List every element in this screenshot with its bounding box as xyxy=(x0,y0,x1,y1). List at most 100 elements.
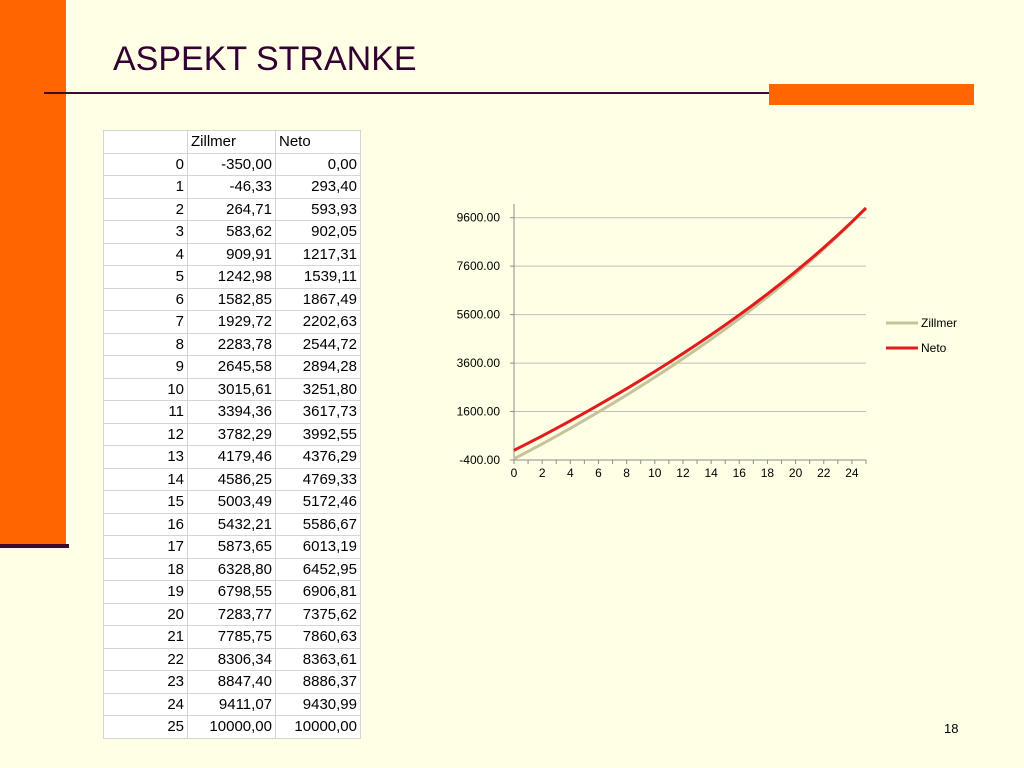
legend-label: Neto xyxy=(921,341,947,355)
row-index-cell: 18 xyxy=(103,557,188,581)
table-row: 17 5873,65 6013,19 xyxy=(103,535,361,559)
x-tick-label: 16 xyxy=(733,466,747,480)
zillmer-cell: 9411,07 xyxy=(187,692,276,716)
row-index-cell: 7 xyxy=(103,310,188,334)
zillmer-cell: 3394,36 xyxy=(187,400,276,424)
neto-cell: 9430,99 xyxy=(275,692,361,716)
neto-cell: 7860,63 xyxy=(275,625,361,649)
y-tick-label: 1600.00 xyxy=(457,405,501,419)
slide-title: ASPEKT STRANKE xyxy=(113,40,417,78)
slide-number: 18 xyxy=(944,721,959,736)
row-index-cell: 12 xyxy=(103,422,188,446)
zillmer-cell: 1929,72 xyxy=(187,310,276,334)
neto-cell: 2202,63 xyxy=(275,310,361,334)
row-index-cell: 11 xyxy=(103,400,188,424)
neto-cell: 8886,37 xyxy=(275,670,361,694)
row-index-cell: 4 xyxy=(103,242,188,266)
zillmer-cell: -350,00 xyxy=(187,152,276,176)
y-tick-label: -400.00 xyxy=(459,453,500,467)
row-index-cell: 22 xyxy=(103,647,188,671)
table-row: 20 7283,77 7375,62 xyxy=(103,602,361,626)
table-row: 22 8306,34 8363,61 xyxy=(103,647,361,671)
x-tick-label: 4 xyxy=(567,466,574,480)
zillmer-cell: 7283,77 xyxy=(187,602,276,626)
series-line-neto xyxy=(513,206,868,452)
y-tick-label: 5600.00 xyxy=(457,308,501,322)
x-tick-label: 0 xyxy=(511,466,518,480)
neto-cell: 3251,80 xyxy=(275,377,361,401)
row-index-cell: 5 xyxy=(103,265,188,289)
table-row: 5 1242,98 1539,11 xyxy=(103,265,361,289)
x-tick-label: 10 xyxy=(648,466,662,480)
row-index-cell: 21 xyxy=(103,625,188,649)
table-row: 13 4179,46 4376,29 xyxy=(103,445,361,469)
table-row: 24 9411,07 9430,99 xyxy=(103,692,361,716)
table-row: 7 1929,72 2202,63 xyxy=(103,310,361,334)
table-row: 6 1582,85 1867,49 xyxy=(103,287,361,311)
line-chart: -400.00 1600.00 3600.00 5600.00 7600.00 9600.… xyxy=(457,204,957,480)
table-row: 10 3015,61 3251,80 xyxy=(103,377,361,401)
table-row: 0 -350,00 0,00 xyxy=(103,152,361,176)
zillmer-cell: 909,91 xyxy=(187,242,276,266)
zillmer-cell: 6328,80 xyxy=(187,557,276,581)
table-row: 16 5432,21 5586,67 xyxy=(103,512,361,536)
neto-cell: 3992,55 xyxy=(275,422,361,446)
title-rule xyxy=(44,92,974,94)
table-row: 12 3782,29 3992,55 xyxy=(103,422,361,446)
zillmer-cell: 2283,78 xyxy=(187,332,276,356)
neto-cell: 10000,00 xyxy=(275,715,361,739)
zillmer-cell: 3015,61 xyxy=(187,377,276,401)
table-header-cell xyxy=(103,130,188,154)
table-row: 4 909,91 1217,31 xyxy=(103,242,361,266)
row-index-cell: 3 xyxy=(103,220,188,244)
table-row: 14 4586,25 4769,33 xyxy=(103,467,361,491)
zillmer-cell: 583,62 xyxy=(187,220,276,244)
table-header-row: Zillmer Neto xyxy=(103,130,361,154)
neto-cell: 1867,49 xyxy=(275,287,361,311)
zillmer-cell: 5873,65 xyxy=(187,535,276,559)
table-header-cell: Zillmer xyxy=(187,130,276,154)
x-tick-label: 14 xyxy=(704,466,718,480)
x-tick-label: 18 xyxy=(761,466,775,480)
neto-cell: 5586,67 xyxy=(275,512,361,536)
row-index-cell: 8 xyxy=(103,332,188,356)
zillmer-cell: 1582,85 xyxy=(187,287,276,311)
zillmer-cell: 7785,75 xyxy=(187,625,276,649)
neto-cell: 4769,33 xyxy=(275,467,361,491)
neto-cell: 8363,61 xyxy=(275,647,361,671)
neto-cell: 0,00 xyxy=(275,152,361,176)
row-index-cell: 13 xyxy=(103,445,188,469)
row-index-cell: 2 xyxy=(103,197,188,221)
x-tick-label: 8 xyxy=(623,466,630,480)
row-index-cell: 0 xyxy=(103,152,188,176)
zillmer-cell: 4179,46 xyxy=(187,445,276,469)
neto-cell: 6452,95 xyxy=(275,557,361,581)
table-row: 23 8847,40 8886,37 xyxy=(103,670,361,694)
y-tick-label: 9600.00 xyxy=(457,211,501,225)
table-row: 2 264,71 593,93 xyxy=(103,197,361,221)
table-row: 18 6328,80 6452,95 xyxy=(103,557,361,581)
table-row: 9 2645,58 2894,28 xyxy=(103,355,361,379)
row-index-cell: 6 xyxy=(103,287,188,311)
row-index-cell: 9 xyxy=(103,355,188,379)
table-row: 11 3394,36 3617,73 xyxy=(103,400,361,424)
data-table: Zillmer Neto 0 -350,00 0,00 1 -46,33 293,40 2 2… xyxy=(103,130,361,739)
row-index-cell: 25 xyxy=(103,715,188,739)
x-tick-label: 12 xyxy=(676,466,690,480)
neto-cell: 1217,31 xyxy=(275,242,361,266)
neto-cell: 1539,11 xyxy=(275,265,361,289)
table-row: 21 7785,75 7860,63 xyxy=(103,625,361,649)
zillmer-cell: 6798,55 xyxy=(187,580,276,604)
table-body: 0 -350,00 0,00 1 -46,33 293,40 2 264,71 593,93 3 5… xyxy=(103,152,361,739)
row-index-cell: 1 xyxy=(103,175,188,199)
x-tick-label: 6 xyxy=(595,466,602,480)
table-row: 25 10000,00 10000,00 xyxy=(103,715,361,739)
table-row: 3 583,62 902,05 xyxy=(103,220,361,244)
zillmer-cell: 3782,29 xyxy=(187,422,276,446)
row-index-cell: 14 xyxy=(103,467,188,491)
neto-cell: 293,40 xyxy=(275,175,361,199)
y-tick-label: 3600.00 xyxy=(457,356,501,370)
zillmer-cell: 5432,21 xyxy=(187,512,276,536)
neto-cell: 7375,62 xyxy=(275,602,361,626)
x-tick-label: 20 xyxy=(789,466,803,480)
